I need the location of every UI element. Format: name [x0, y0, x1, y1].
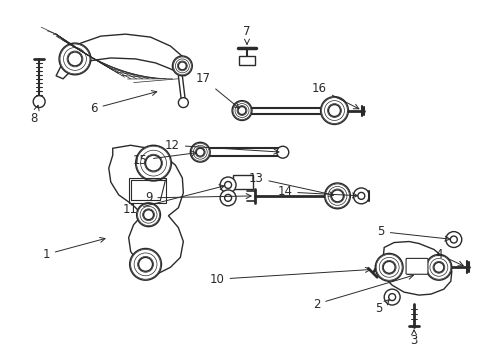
- Circle shape: [433, 262, 443, 272]
- FancyBboxPatch shape: [405, 258, 427, 274]
- Circle shape: [136, 203, 160, 227]
- Polygon shape: [108, 145, 183, 273]
- Text: 16: 16: [311, 82, 358, 109]
- Text: 17: 17: [195, 72, 239, 108]
- Circle shape: [220, 190, 236, 206]
- Text: 15: 15: [133, 151, 196, 167]
- Text: 4: 4: [434, 248, 462, 266]
- Text: 6: 6: [90, 91, 157, 115]
- Circle shape: [353, 188, 368, 204]
- Circle shape: [178, 98, 188, 108]
- Circle shape: [383, 261, 394, 273]
- Text: 9: 9: [144, 192, 250, 204]
- Circle shape: [324, 183, 350, 209]
- Circle shape: [276, 146, 288, 158]
- FancyBboxPatch shape: [233, 175, 252, 189]
- Text: 14: 14: [277, 185, 357, 198]
- Circle shape: [445, 231, 461, 247]
- Text: 13: 13: [248, 171, 333, 197]
- Circle shape: [331, 190, 343, 202]
- Polygon shape: [56, 34, 188, 79]
- Circle shape: [190, 142, 210, 162]
- Text: 1: 1: [42, 238, 105, 261]
- Circle shape: [135, 145, 171, 181]
- Text: 7: 7: [243, 24, 250, 44]
- Circle shape: [220, 177, 236, 193]
- Circle shape: [178, 62, 186, 70]
- Text: 12: 12: [164, 139, 278, 154]
- Text: 3: 3: [409, 330, 417, 347]
- Text: 8: 8: [30, 105, 39, 125]
- Circle shape: [238, 107, 245, 114]
- Text: 11: 11: [123, 185, 224, 216]
- Text: 2: 2: [312, 274, 412, 311]
- Circle shape: [232, 100, 251, 121]
- Circle shape: [384, 289, 399, 305]
- Circle shape: [145, 155, 161, 171]
- Circle shape: [143, 210, 153, 220]
- Circle shape: [196, 148, 204, 156]
- Polygon shape: [381, 242, 451, 295]
- Circle shape: [320, 96, 347, 125]
- Text: 5: 5: [377, 225, 449, 241]
- Circle shape: [59, 43, 91, 75]
- Text: 5: 5: [375, 300, 388, 315]
- Circle shape: [33, 96, 45, 108]
- Circle shape: [374, 253, 402, 281]
- Circle shape: [328, 105, 340, 117]
- Circle shape: [138, 257, 152, 271]
- FancyBboxPatch shape: [239, 56, 254, 65]
- Circle shape: [129, 248, 161, 280]
- Circle shape: [68, 52, 82, 66]
- Text: 10: 10: [209, 267, 369, 286]
- Circle shape: [172, 56, 192, 76]
- Circle shape: [425, 255, 451, 280]
